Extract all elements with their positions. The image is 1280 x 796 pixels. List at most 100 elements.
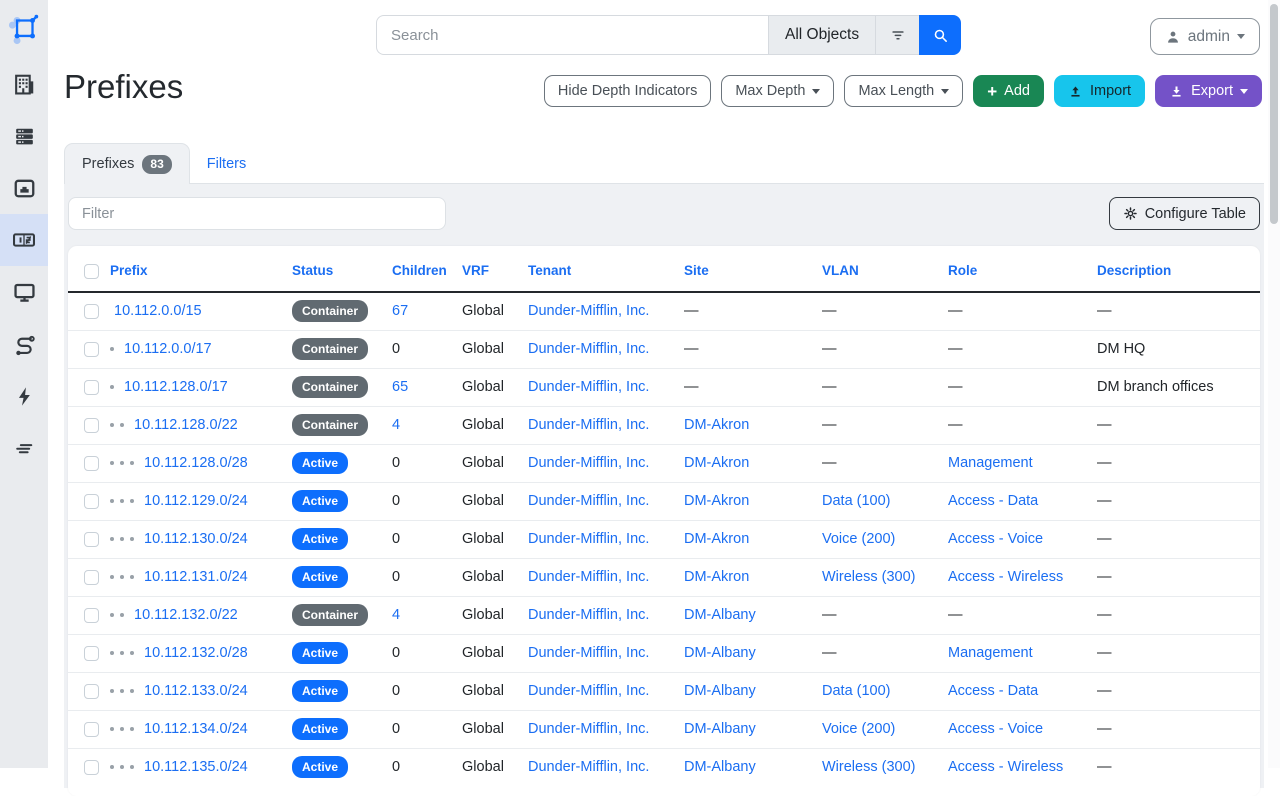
tenant-link[interactable]: Dunder-Mifflin, Inc. <box>528 493 650 509</box>
vlan-link[interactable]: Wireless (300) <box>822 569 916 585</box>
import-button[interactable]: Import <box>1053 75 1146 107</box>
site-link[interactable]: DM-Akron <box>684 417 750 433</box>
sidebar-item-circuits[interactable] <box>0 318 48 370</box>
row-checkbox[interactable] <box>84 645 99 661</box>
children-count-link[interactable]: 4 <box>392 607 401 623</box>
vlan-link[interactable]: Wireless (300) <box>822 759 916 776</box>
site-link[interactable]: DM-Akron <box>684 455 750 471</box>
children-count-link[interactable]: 67 <box>392 303 409 320</box>
role-link[interactable]: Access - Wireless <box>948 569 1064 585</box>
max-length-dropdown[interactable]: Max Length <box>844 75 964 107</box>
add-button[interactable]: + Add <box>973 75 1044 107</box>
tenant-link[interactable]: Dunder-Mifflin, Inc. <box>528 721 650 737</box>
page-scrollbar[interactable] <box>1268 0 1280 768</box>
site-link[interactable]: DM-Akron <box>684 531 750 547</box>
prefix-link[interactable]: 10.112.133.0/24 <box>144 683 248 699</box>
row-checkbox[interactable] <box>84 683 99 699</box>
vlan-link[interactable]: Data (100) <box>822 683 891 699</box>
row-checkbox[interactable] <box>84 303 99 319</box>
sidebar-item-organization[interactable] <box>0 58 48 110</box>
search-submit-button[interactable] <box>919 15 962 55</box>
netbox-logo[interactable] <box>0 0 48 58</box>
sidebar-item-virtualization[interactable] <box>0 266 48 318</box>
role-link[interactable]: Access - Voice <box>948 721 1044 737</box>
row-checkbox[interactable] <box>84 721 99 737</box>
prefix-link[interactable]: 10.112.128.0/28 <box>144 455 248 471</box>
site-link[interactable]: DM-Akron <box>684 569 750 585</box>
prefix-link[interactable]: 10.112.130.0/24 <box>144 531 248 547</box>
tenant-link[interactable]: Dunder-Mifflin, Inc. <box>528 645 650 661</box>
role-link[interactable]: Access - Voice <box>948 531 1044 547</box>
sidebar-item-devices[interactable] <box>0 110 48 162</box>
prefix-link[interactable]: 10.112.135.0/24 <box>144 759 248 776</box>
row-checkbox[interactable] <box>84 759 99 775</box>
table-filter-input[interactable] <box>68 197 446 230</box>
row-checkbox[interactable] <box>84 341 99 357</box>
column-header-children[interactable]: Children <box>392 263 447 278</box>
prefix-link[interactable]: 10.112.128.0/22 <box>134 417 238 433</box>
site-link[interactable]: DM-Albany <box>684 645 756 661</box>
role-link[interactable]: Access - Data <box>948 493 1039 509</box>
children-count-link[interactable]: 4 <box>392 417 401 433</box>
prefix-link[interactable]: 10.112.129.0/24 <box>144 493 248 509</box>
column-header-site[interactable]: Site <box>684 263 709 278</box>
tenant-link[interactable]: Dunder-Mifflin, Inc. <box>528 531 650 547</box>
tenant-link[interactable]: Dunder-Mifflin, Inc. <box>528 759 650 776</box>
user-menu-button[interactable]: admin <box>1149 18 1260 55</box>
prefix-link[interactable]: 10.112.132.0/22 <box>134 607 238 623</box>
vlan-link[interactable]: Voice (200) <box>822 721 896 737</box>
vlan-link[interactable]: Voice (200) <box>822 531 896 547</box>
tab-filters[interactable]: Filters <box>206 155 247 172</box>
row-checkbox[interactable] <box>84 455 99 471</box>
column-header-status[interactable]: Status <box>292 263 334 278</box>
column-header-prefix[interactable]: Prefix <box>110 263 148 278</box>
hide-depth-indicators-button[interactable]: Hide Depth Indicators <box>543 75 712 107</box>
search-filter-button[interactable] <box>875 15 920 55</box>
tenant-link[interactable]: Dunder-Mifflin, Inc. <box>528 341 650 357</box>
global-search-input[interactable] <box>376 15 768 55</box>
vlan-link[interactable]: Data (100) <box>822 493 891 509</box>
tenant-link[interactable]: Dunder-Mifflin, Inc. <box>528 569 650 585</box>
column-header-vrf[interactable]: VRF <box>462 263 489 278</box>
max-depth-dropdown[interactable]: Max Depth <box>721 75 835 107</box>
tenant-link[interactable]: Dunder-Mifflin, Inc. <box>528 303 650 320</box>
column-header-vlan[interactable]: VLAN <box>822 263 859 278</box>
prefix-link[interactable]: 10.112.134.0/24 <box>144 721 248 737</box>
configure-table-button[interactable]: Configure Table <box>1108 197 1260 230</box>
search-scope-button[interactable]: All Objects <box>768 15 876 55</box>
role-link[interactable]: Management <box>948 455 1033 471</box>
tenant-link[interactable]: Dunder-Mifflin, Inc. <box>528 379 650 395</box>
tenant-link[interactable]: Dunder-Mifflin, Inc. <box>528 417 650 433</box>
row-checkbox[interactable] <box>84 607 99 623</box>
site-link[interactable]: DM-Albany <box>684 759 756 776</box>
tenant-link[interactable]: Dunder-Mifflin, Inc. <box>528 607 650 623</box>
sidebar-item-connections[interactable] <box>0 162 48 214</box>
role-link[interactable]: Access - Wireless <box>948 759 1064 776</box>
prefix-link[interactable]: 10.112.131.0/24 <box>144 569 248 585</box>
sidebar-item-power[interactable] <box>0 370 48 422</box>
row-checkbox[interactable] <box>84 493 99 509</box>
prefix-link[interactable]: 10.112.128.0/17 <box>124 379 228 395</box>
tab-prefixes[interactable]: Prefixes 83 <box>64 143 190 184</box>
prefix-link[interactable]: 10.112.132.0/28 <box>144 645 248 661</box>
role-link[interactable]: Management <box>948 645 1033 661</box>
scrollbar-thumb[interactable] <box>1270 4 1278 224</box>
sidebar-item-ipam[interactable] <box>0 214 48 266</box>
role-link[interactable]: Access - Data <box>948 683 1039 699</box>
column-header-description[interactable]: Description <box>1097 263 1172 278</box>
site-link[interactable]: DM-Akron <box>684 493 750 509</box>
sidebar-item-overlays[interactable] <box>0 422 48 474</box>
select-all-checkbox[interactable] <box>84 263 99 279</box>
prefix-link[interactable]: 10.112.0.0/15 <box>114 303 202 320</box>
column-header-tenant[interactable]: Tenant <box>528 263 572 278</box>
row-checkbox[interactable] <box>84 417 99 433</box>
site-link[interactable]: DM-Albany <box>684 607 756 623</box>
row-checkbox[interactable] <box>84 379 99 395</box>
export-button[interactable]: Export <box>1155 75 1262 107</box>
children-count-link[interactable]: 65 <box>392 379 409 395</box>
prefix-link[interactable]: 10.112.0.0/17 <box>124 341 212 357</box>
column-header-role[interactable]: Role <box>948 263 978 278</box>
tenant-link[interactable]: Dunder-Mifflin, Inc. <box>528 683 650 699</box>
row-checkbox[interactable] <box>84 531 99 547</box>
site-link[interactable]: DM-Albany <box>684 683 756 699</box>
